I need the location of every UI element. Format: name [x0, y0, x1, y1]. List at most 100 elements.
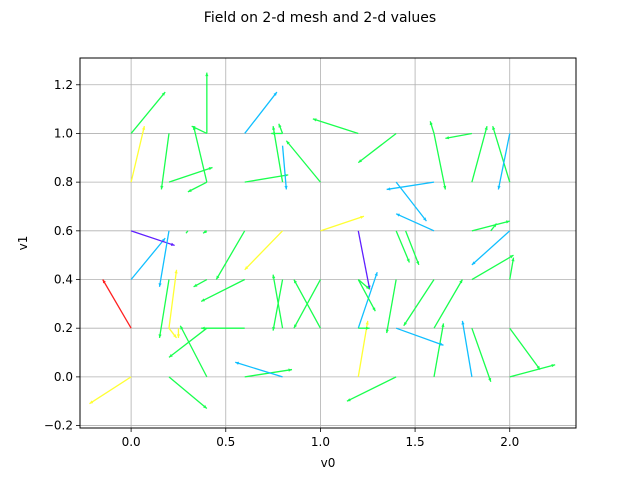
arrow-head: [286, 140, 290, 145]
arrow-shaft: [346, 376, 397, 402]
field-arrow: [357, 320, 369, 377]
arrow-shaft: [200, 278, 245, 303]
arrow-shaft: [357, 272, 378, 329]
arrow-head: [272, 326, 276, 331]
arrow-head: [416, 261, 420, 265]
field-arrow: [215, 230, 246, 280]
arrow-head: [365, 285, 370, 290]
x-tick-label: 0.0: [122, 435, 141, 449]
field-arrow: [89, 376, 132, 405]
arrow-head: [443, 185, 447, 190]
field-arrow: [102, 279, 132, 329]
field-arrow: [158, 230, 170, 287]
field-arrow: [490, 223, 498, 232]
field-arrow: [168, 327, 178, 339]
arrow-head: [160, 185, 164, 190]
arrow-shaft: [192, 126, 208, 183]
arrow-head: [312, 118, 317, 122]
arrow-shaft: [395, 213, 435, 232]
field-arrow: [395, 181, 427, 222]
arrow-shaft: [433, 323, 445, 377]
arrow-head: [142, 126, 146, 130]
field-arrow: [461, 320, 473, 377]
arrow-shaft: [130, 237, 166, 280]
arrow-head: [168, 354, 173, 358]
arrow-head: [216, 275, 220, 280]
field-arrow: [191, 125, 208, 135]
y-axis-label: v1: [16, 236, 30, 251]
arrow-head: [288, 368, 293, 372]
field-arrow: [168, 269, 178, 329]
arrow-head: [187, 188, 192, 192]
field-arrow: [395, 230, 411, 263]
y-tick-label: 1.0: [54, 126, 73, 140]
arrow-head: [272, 126, 276, 130]
arrow-shaft: [357, 320, 369, 377]
arrow-shaft: [471, 125, 488, 183]
field-arrow: [358, 326, 370, 330]
field-arrow: [244, 368, 293, 378]
arrow-head: [346, 398, 351, 402]
field-arrow: [433, 323, 445, 377]
field-arrow: [281, 145, 288, 190]
arrow-shaft: [130, 126, 145, 183]
arrow-shaft: [244, 368, 293, 378]
arrow-shaft: [395, 230, 411, 263]
arrow-shaft: [187, 181, 208, 193]
field-arrow: [429, 121, 435, 134]
field-arrow: [205, 72, 209, 134]
arrow-head: [205, 72, 209, 77]
field-arrow: [272, 279, 284, 331]
field-arrow: [395, 327, 444, 346]
y-tick-label: 0.6: [54, 224, 73, 238]
y-tick-label: 0.2: [54, 321, 73, 335]
arrow-head: [176, 334, 181, 338]
arrow-head: [358, 159, 363, 163]
arrow-shaft: [471, 327, 492, 382]
field-arrow: [179, 325, 208, 378]
y-tick-label: 0.0: [54, 370, 73, 384]
arrow-shaft: [471, 220, 510, 232]
arrow-head: [271, 131, 275, 136]
arrow-head: [471, 261, 476, 265]
arrow-shaft: [509, 364, 556, 378]
arrow-shaft: [272, 126, 284, 183]
y-tick-label: 1.2: [54, 78, 73, 92]
arrow-head: [536, 365, 541, 370]
arrow-head: [201, 298, 206, 302]
arrow-head: [203, 405, 207, 409]
arrow-head: [273, 92, 277, 96]
arrow-head: [366, 326, 370, 330]
arrow-head: [360, 215, 364, 219]
arrow-head: [170, 242, 175, 246]
arrow-head: [403, 321, 407, 326]
arrow-shaft: [357, 279, 376, 312]
arrow-shaft: [185, 230, 189, 234]
y-axis-ticks: −0.2 0.0 0.2 0.4 0.6 0.8 1.0 1.2: [44, 78, 80, 433]
field-arrow: [445, 132, 472, 140]
field-arrow: [201, 326, 245, 330]
arrow-head: [374, 272, 378, 277]
field-arrow: [357, 279, 371, 290]
field-arrow: [202, 230, 208, 234]
field-arrow: [509, 327, 541, 370]
arrow-head: [385, 329, 389, 334]
field-arrow: [471, 230, 511, 266]
field-arrow: [130, 91, 166, 134]
arrow-head: [445, 136, 450, 140]
field-arrow: [158, 279, 170, 339]
arrow-shaft: [158, 230, 170, 287]
field-arrow: [271, 131, 283, 136]
field-arrow: [395, 213, 435, 232]
field-arrow: [168, 376, 208, 410]
arrow-head: [208, 167, 213, 171]
arrow-shaft: [102, 279, 132, 329]
arrow-head: [511, 257, 515, 262]
arrow-shaft: [235, 361, 283, 378]
arrow-shaft: [244, 91, 278, 134]
chart-title: Field on 2-d mesh and 2-d values: [204, 10, 436, 26]
arrow-shaft: [461, 320, 473, 377]
arrow-shaft: [272, 279, 284, 331]
field-arrow: [272, 274, 284, 329]
arrow-shaft: [357, 132, 397, 164]
